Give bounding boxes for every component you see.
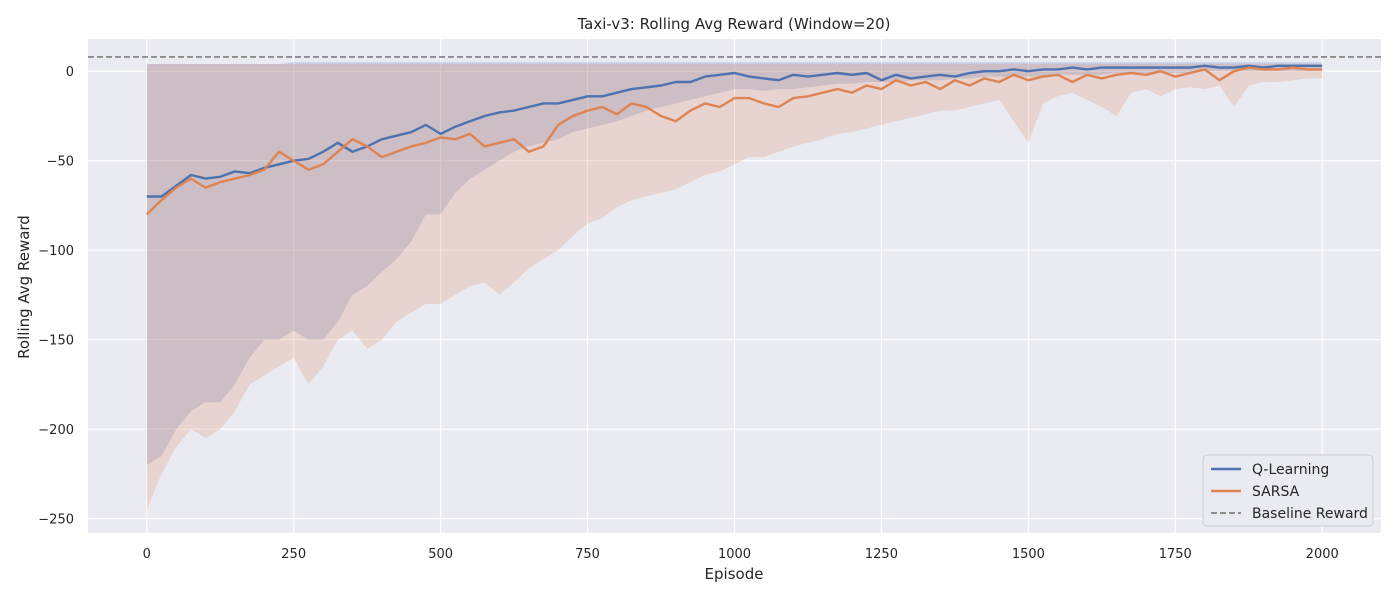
x-tick-label: 500 — [428, 547, 453, 562]
chart-title: Taxi-v3: Rolling Avg Reward (Window=20) — [576, 15, 890, 33]
series-line-sarsa — [145, 66, 1323, 216]
x-tick-label: 750 — [575, 547, 600, 562]
tick-labels: 0 250 500 750 1000 1250 1500 1750 2000 0 −50 −100 −1… — [38, 65, 1338, 562]
x-tick-label: 1750 — [1159, 547, 1192, 562]
x-tick-label: 1500 — [1012, 547, 1045, 562]
legend-label-sarsa: SARSA — [1252, 484, 1300, 500]
legend: Q-Learning SARSA Baseline Reward — [1202, 454, 1374, 527]
x-tick-label: 250 — [281, 547, 306, 562]
band-sarsa — [146, 64, 1323, 510]
x-axis-title: Episode — [705, 565, 764, 583]
y-tick-label: −250 — [38, 513, 74, 528]
legend-label-q-learning: Q-Learning — [1252, 462, 1329, 478]
x-tick-label: 1000 — [718, 547, 751, 562]
x-tick-label: 0 — [143, 547, 151, 562]
x-tick-label: 2000 — [1306, 547, 1339, 562]
x-tick-label: 1250 — [865, 547, 898, 562]
series-line-q-learning — [146, 64, 1323, 198]
series-lines — [145, 64, 1323, 216]
y-axis-title: Rolling Avg Reward — [15, 215, 33, 359]
band-q-learning — [146, 62, 1323, 466]
legend-box — [1202, 454, 1374, 527]
y-tick-label: −100 — [38, 244, 74, 259]
y-tick-label: 0 — [66, 65, 74, 80]
legend-label-baseline: Baseline Reward — [1252, 506, 1368, 522]
grid-lines — [88, 39, 1381, 533]
y-tick-label: −50 — [47, 155, 74, 170]
y-tick-label: −200 — [38, 423, 74, 438]
confidence-bands — [146, 62, 1323, 510]
y-tick-label: −150 — [38, 334, 74, 349]
